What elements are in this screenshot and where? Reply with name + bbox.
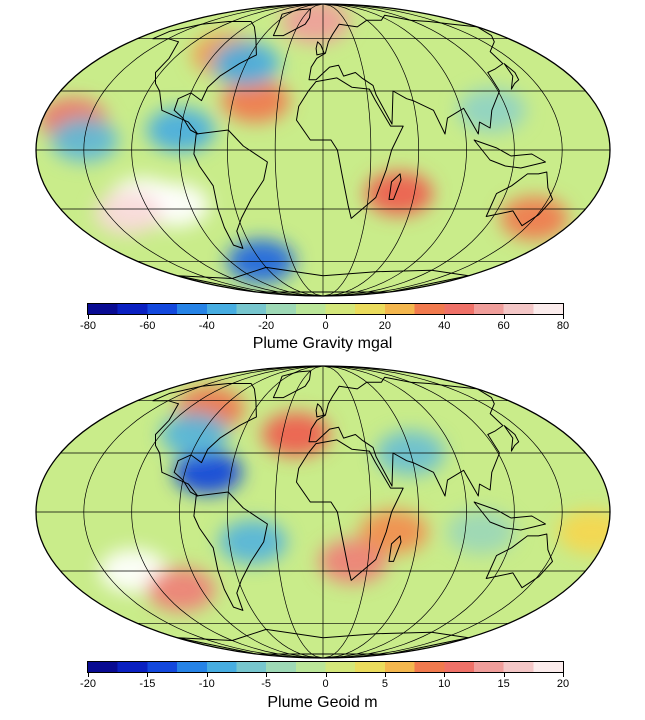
coastline-greenland (272, 8, 312, 37)
colorbar-tick (88, 673, 89, 677)
coastline-madagascar (388, 535, 402, 562)
colorbar-tick (563, 315, 564, 319)
anomaly-blob (319, 539, 388, 584)
coastline-indonesia (473, 139, 546, 169)
gravity-colorbar: -80 -60 -40 -20 0 20 40 60 80 (80, 303, 569, 332)
coastline-south-america (193, 129, 268, 249)
colorbar-tick (444, 315, 446, 319)
anomaly-blob (218, 519, 287, 564)
coastline-greenland (272, 370, 312, 399)
coastline-antarctica (177, 628, 469, 655)
coastline-eurasia (308, 376, 504, 497)
coastline-south-america (193, 491, 268, 611)
colorbar-tick-label: -20 (80, 678, 96, 690)
colorbar-tick (444, 673, 446, 677)
colorbar-tick-label: -10 (198, 678, 215, 690)
colorbar-tick-label: 15 (497, 678, 510, 690)
plume-geoid-map (34, 364, 612, 660)
plume-gravity-map (34, 2, 612, 298)
anomaly-blob (160, 412, 229, 457)
colorbar-tick-label: -15 (139, 678, 156, 690)
colorbar-tick (325, 673, 327, 677)
colorbar-tick-label: 40 (438, 320, 451, 332)
colorbar-tick-label: -60 (139, 320, 156, 332)
colorbar-tick-label: -80 (80, 320, 96, 332)
colorbar-tick (206, 673, 208, 677)
colorbar-tick (147, 315, 149, 319)
colorbar-tick (384, 315, 386, 319)
anomaly-blob (221, 78, 290, 123)
colorbar-tick (147, 673, 149, 677)
colorbar-tick-label: -5 (261, 678, 272, 690)
colorbar-tick-label: 20 (378, 320, 391, 332)
coastline-antarctica (177, 266, 469, 293)
coastline-britain (315, 41, 325, 56)
colorbar-tick (503, 673, 505, 677)
anomaly-blob (281, 4, 350, 44)
colorbar-tick-label: 80 (556, 320, 570, 332)
colorbar-tick (88, 315, 89, 319)
geoid-colorbar: -20 -15 -10 -5 0 5 10 15 20 (80, 661, 569, 690)
colorbar-tick-label: -40 (198, 320, 215, 332)
anomaly-blob (360, 509, 429, 554)
geoid-colorbar-label: Plume Geoid m (267, 694, 378, 711)
map-border (35, 365, 611, 659)
coastline-africa (296, 77, 404, 219)
coastline-madagascar (388, 173, 402, 200)
coastline-north-america (152, 21, 257, 135)
anomaly-blob (173, 450, 242, 495)
coastline-north-america (152, 383, 257, 497)
anomaly-blob (94, 190, 163, 235)
coastline-eurasia (308, 14, 504, 135)
colorbar-tick (503, 315, 505, 319)
coastline-australia (485, 533, 553, 589)
colorbar-tick (325, 315, 327, 319)
colorbar-tick (206, 315, 208, 319)
colorbar-tick-label: -20 (258, 320, 275, 332)
colorbar-tick (266, 315, 268, 319)
colorbar-tick (563, 673, 564, 677)
coastline-japan (503, 63, 520, 90)
coastline-britain (315, 403, 325, 418)
anomaly-blob (147, 567, 216, 612)
map-border (35, 3, 611, 297)
colorbar-tick (266, 673, 268, 677)
anomaly-blob (446, 509, 515, 554)
colorbar-tick-label: 60 (497, 320, 510, 332)
coastline-japan (503, 425, 520, 452)
coastline-africa (296, 439, 404, 581)
colorbar-tick (384, 673, 386, 677)
colorbar-tick-label: 10 (438, 678, 451, 690)
anomaly-blob (261, 412, 330, 457)
colorbar-tick-label: 0 (322, 320, 329, 332)
colorbar-tick-label: 20 (556, 678, 570, 690)
colorbar-tick-label: 0 (322, 678, 329, 690)
coastline-australia (485, 171, 553, 227)
colorbar-tick-label: 5 (381, 678, 388, 690)
gravity-colorbar-label: Plume Gravity mgal (252, 335, 393, 352)
coastline-indonesia (473, 501, 546, 531)
